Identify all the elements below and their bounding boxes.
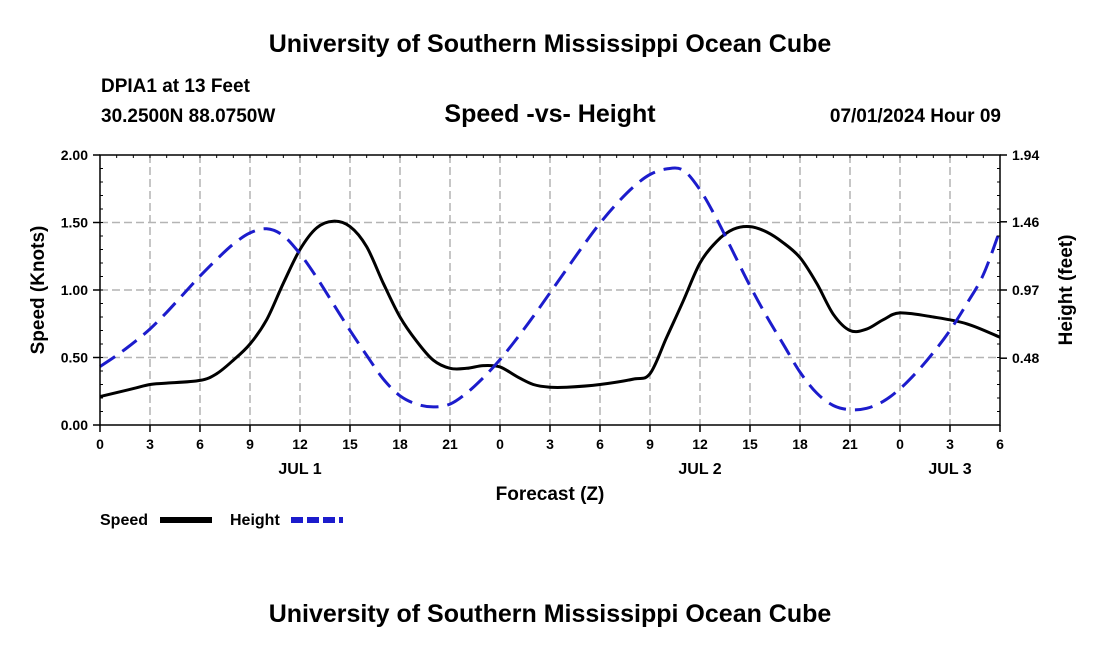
series-line-speed [99,219,1001,399]
y-right-tick-label: 1.46 [1012,214,1039,230]
legend-label-speed: Speed [100,512,148,529]
x-tick-label: 0 [496,436,504,452]
day-label: JUL 1 [278,461,321,478]
day-label: JUL 3 [928,461,971,478]
station-coordinates: 30.2500N 88.0750W [101,106,276,127]
x-tick-label: 3 [546,436,554,452]
x-tick-label: 12 [692,436,708,452]
y-right-tick-label: 0.48 [1012,350,1039,366]
series-layer [99,166,1002,412]
x-tick-label: 6 [196,436,204,452]
x-tick-label: 0 [96,436,104,452]
x-axis-title: Forecast (Z) [496,484,605,505]
footer-title: University of Southern Mississippi Ocean… [268,600,832,628]
chart-subtitle: Speed -vs- Height [444,100,656,128]
series-line-height [99,166,1002,412]
x-tick-label: 12 [292,436,308,452]
axes: 0 3 6 9 12 15 18 21 0 3 6 9 12 15 18 21 0 3 6 JUL 1 JUL 2 JUL… [61,147,1040,478]
x-tick-label: 18 [392,436,408,452]
y-right-tick-label: 1.94 [1012,147,1039,163]
x-tick-label: 9 [646,436,654,452]
x-tick-label: 0 [896,436,904,452]
x-tick-label: 6 [996,436,1004,452]
y-axis-right-title: Height (feet) [1056,235,1077,346]
y-left-tick-label: 1.50 [61,215,88,231]
day-label: JUL 2 [678,461,721,478]
y-axis-left-title: Speed (Knots) [28,226,49,355]
x-tick-label: 15 [742,436,758,452]
y-left-tick-label: 0.00 [61,417,88,433]
legend-label-height: Height [230,512,280,529]
x-tick-label: 15 [342,436,358,452]
x-tick-label: 3 [946,436,954,452]
y-left-tick-label: 1.00 [61,282,88,298]
legend: Speed Height [100,512,343,529]
y-left-tick-label: 0.50 [61,350,88,366]
grid [100,155,1000,425]
x-tick-label: 9 [246,436,254,452]
y-left-tick-label: 2.00 [61,147,88,163]
station-label: DPIA1 at 13 Feet [101,76,250,97]
x-tick-label: 3 [146,436,154,452]
forecast-datetime: 07/01/2024 Hour 09 [829,106,1001,127]
y-right-tick-label: 0.97 [1012,282,1039,298]
x-tick-label: 18 [792,436,808,452]
chart-title: University of Southern Mississippi Ocean… [268,30,832,58]
x-tick-label: 21 [442,436,458,452]
x-tick-label: 6 [596,436,604,452]
x-tick-label: 21 [842,436,858,452]
